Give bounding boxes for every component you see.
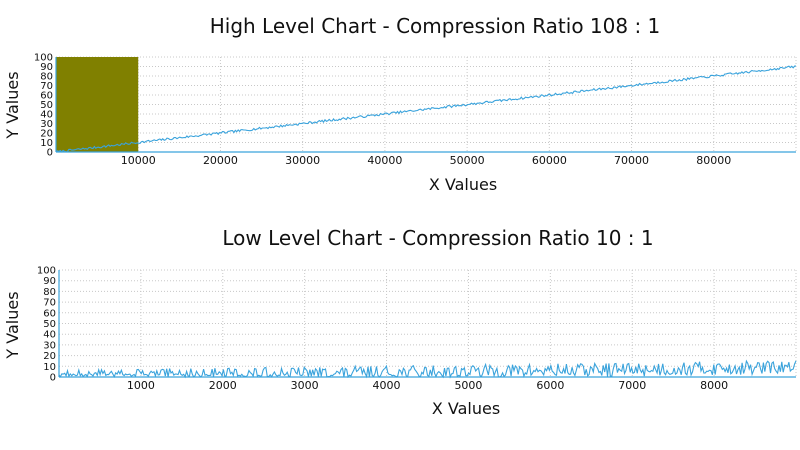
x-tick-label: 4000 [373,379,401,392]
x-tick-label: 1000 [127,379,155,392]
y-tick-label: 60 [43,308,56,319]
x-axis-title: X Values [432,399,500,418]
x-tick-label: 8000 [700,379,728,392]
y-tick-label: 40 [40,110,53,121]
chart-title: High Level Chart - Compression Ratio 108… [210,14,661,38]
x-tick-label: 50000 [450,154,485,167]
series-line [55,65,796,153]
y-tick-label: 50 [40,100,53,111]
x-tick-label: 70000 [614,154,649,167]
x-tick-label: 40000 [367,154,402,167]
x-tick-label: 10000 [121,154,156,167]
plot-area [58,269,797,379]
x-tick-label: 2000 [209,379,237,392]
x-axis-title: X Values [429,175,497,194]
y-tick-label: 10 [40,138,53,149]
y-tick-label: 30 [43,340,56,351]
plot-area [55,56,797,153]
selection-window[interactable] [56,57,139,152]
x-tick-label: 30000 [285,154,320,167]
y-tick-label: 80 [40,72,53,83]
x-tick-label: 6000 [536,379,564,392]
y-tick-label: 80 [43,287,56,298]
y-tick-label: 30 [40,119,53,130]
y-tick-label: 70 [43,298,56,309]
x-tick-label: 7000 [618,379,646,392]
high-level-chart: High Level Chart - Compression Ratio 108… [3,14,797,194]
x-tick-label: 20000 [203,154,238,167]
chart-title: Low Level Chart - Compression Ratio 10 :… [222,226,653,250]
y-tick-label: 20 [40,129,53,140]
y-tick-label: 60 [40,91,53,102]
x-tick-label: 80000 [696,154,731,167]
y-tick-label: 100 [34,53,53,64]
y-axis-title: Y Values [3,291,22,359]
y-tick-label: 40 [43,330,56,341]
y-tick-label: 100 [37,266,56,277]
y-tick-label: 10 [43,362,56,373]
y-tick-label: 70 [40,81,53,92]
low-level-chart: Low Level Chart - Compression Ratio 10 :… [3,226,797,418]
x-tick-label: 3000 [291,379,319,392]
y-tick-label: 20 [43,351,56,362]
y-tick-label: 0 [47,148,53,159]
x-tick-label: 5000 [454,379,482,392]
y-tick-label: 90 [43,276,56,287]
x-tick-label: 60000 [532,154,567,167]
series-line [58,359,797,379]
y-axis-title: Y Values [3,71,22,139]
y-tick-label: 90 [40,62,53,73]
y-tick-label: 0 [50,373,56,384]
y-tick-label: 50 [43,319,56,330]
